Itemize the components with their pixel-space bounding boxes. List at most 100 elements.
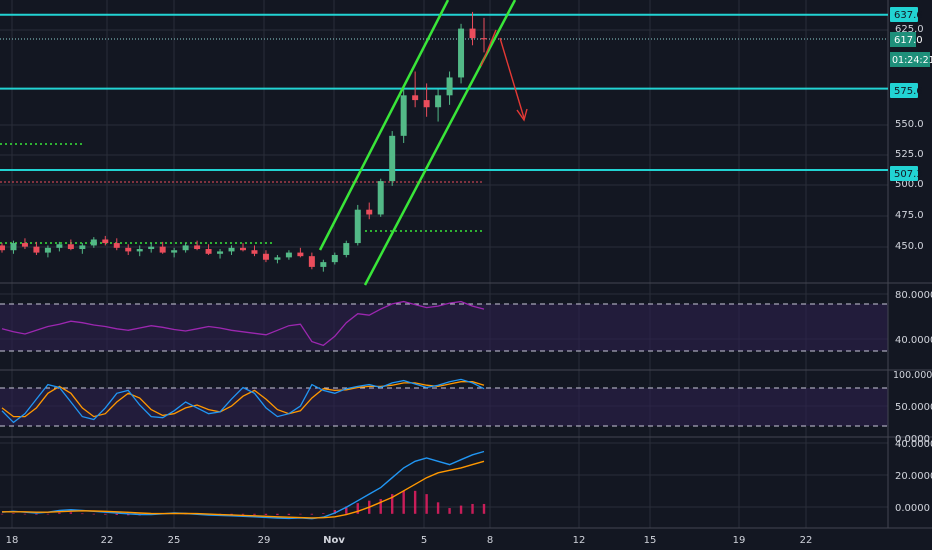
candle-body <box>251 250 258 254</box>
candle-body <box>194 245 201 250</box>
price-scale[interactable]: 625.0 550.0 525.0 500.0 475.0 450.0 637.… <box>890 7 932 514</box>
time-axis[interactable]: 18 22 25 29 Nov 5 8 12 15 19 22 <box>6 535 813 546</box>
macd-histogram-bar <box>35 513 38 515</box>
stoch-tick: 50.0000 <box>895 402 932 413</box>
stoch-tick: 100.0000 <box>893 370 932 381</box>
candle-body <box>182 245 189 251</box>
macd-histogram-bar <box>276 513 279 516</box>
macd-histogram-bar <box>12 513 15 514</box>
macd-histogram-bar <box>333 510 337 514</box>
macd-histogram-bar <box>299 513 302 515</box>
macd-histogram-bar <box>104 513 107 515</box>
time-label: 22 <box>800 535 813 546</box>
macd-histogram-bar <box>92 513 96 515</box>
macd-histogram-bar <box>402 490 405 514</box>
candle-body <box>79 245 86 250</box>
candle-body <box>446 77 453 96</box>
candle-body <box>240 247 246 251</box>
level-label: 507.3 <box>894 169 923 180</box>
macd-histogram-bar <box>390 494 394 514</box>
signal-line <box>2 460 485 519</box>
time-label: Nov <box>323 535 345 546</box>
candle-body <box>435 95 442 108</box>
projection-arrow-shaft[interactable] <box>499 37 525 119</box>
macd-histogram-bar <box>115 513 118 515</box>
macd-histogram-bar <box>482 503 486 514</box>
time-label: 25 <box>168 535 181 546</box>
candle-body <box>228 247 235 252</box>
candle-body <box>217 251 224 254</box>
candle-body <box>125 247 132 252</box>
candle-body <box>262 253 269 260</box>
candle-body <box>0 245 5 251</box>
candle-body <box>21 243 28 247</box>
candle-body <box>423 100 430 108</box>
macd-histogram-bar <box>58 512 61 514</box>
candle-body <box>308 256 315 267</box>
candle-body <box>469 28 476 39</box>
candle-body <box>274 257 281 260</box>
stoch-band <box>0 388 888 426</box>
candle-body <box>481 38 487 40</box>
macd-histogram-bar <box>356 503 359 514</box>
stoch-tick: 0.0000 <box>895 434 930 445</box>
countdown-label: 01:24:21 <box>892 55 932 66</box>
price-tick: 450.0 <box>895 241 924 252</box>
level-label-bg <box>890 7 918 22</box>
candle-body <box>171 250 178 253</box>
macd-histogram-bar <box>287 513 291 515</box>
candle-body <box>44 247 51 253</box>
level-label-bg <box>890 83 918 98</box>
price-tick: 625.0 <box>895 24 924 35</box>
macd-histogram-bar <box>253 513 256 515</box>
last-price-label-bg <box>890 32 916 47</box>
macd-histogram-bar <box>471 503 474 514</box>
candle-body <box>205 249 212 254</box>
last-price-label: 617.0 <box>894 35 923 46</box>
candle-body <box>136 249 143 252</box>
macd-histogram-bar <box>448 508 451 514</box>
projection-arrow-shaft[interactable] <box>480 29 497 67</box>
candle-body <box>56 244 63 248</box>
candle-body <box>366 209 373 215</box>
macd-histogram-bar <box>345 506 348 514</box>
rsi-panel[interactable] <box>0 300 888 352</box>
level-label: 575.6 <box>894 86 923 97</box>
macd-tick: 20.0000 <box>895 471 932 482</box>
candle-body <box>67 244 74 250</box>
macd-histogram-bar <box>264 513 268 515</box>
candle-body <box>412 95 419 101</box>
candle-body <box>458 28 465 78</box>
channel-upper-line[interactable] <box>318 0 450 251</box>
rsi-band <box>0 304 888 351</box>
candle-body <box>331 254 338 263</box>
macd-tick: 0.0000 <box>895 503 930 514</box>
candle-body <box>285 252 292 258</box>
macd-histogram-bar <box>413 490 417 514</box>
candle-body <box>297 252 304 257</box>
stoch-k-line <box>1 378 485 424</box>
channel-lower-line[interactable] <box>363 0 517 286</box>
stochastic-panel[interactable] <box>0 378 888 427</box>
candle-body <box>10 243 17 251</box>
candle-body <box>377 181 384 215</box>
candle-body <box>389 135 396 182</box>
macd-histogram-bar <box>310 513 314 515</box>
price-panel[interactable] <box>0 0 888 286</box>
time-label: 19 <box>733 535 746 546</box>
candle-body <box>159 246 166 253</box>
macd-histogram-bar <box>322 513 325 514</box>
candle-body <box>320 262 327 267</box>
macd-histogram-bar <box>436 502 440 514</box>
price-tick: 500.0 <box>895 179 924 190</box>
rsi-tick: 40.0000 <box>895 335 932 346</box>
time-label: 22 <box>101 535 114 546</box>
horizontal-levels <box>0 13 888 172</box>
macd-histogram-bar <box>379 499 382 514</box>
macd-panel[interactable] <box>0 450 486 520</box>
macd-histogram-bar <box>0 513 4 515</box>
candle-body <box>400 95 407 136</box>
macd-histogram-bar <box>23 513 27 515</box>
